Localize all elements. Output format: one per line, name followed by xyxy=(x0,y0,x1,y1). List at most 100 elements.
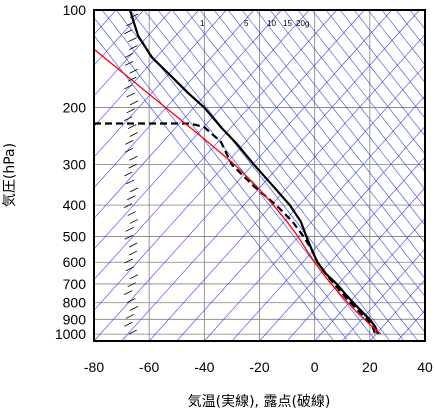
wind-barb xyxy=(124,116,133,122)
mixing-ratio-label: 20g xyxy=(296,19,309,28)
isotherm-line xyxy=(94,10,310,250)
isotherm-line xyxy=(94,10,200,127)
adiabat-line xyxy=(171,10,425,333)
wind-barb xyxy=(126,21,135,27)
wind-barb xyxy=(128,76,137,82)
wind-barb xyxy=(129,132,138,137)
adiabat-line xyxy=(185,10,425,315)
adiabat-line xyxy=(94,17,349,341)
wind-barb xyxy=(127,195,136,201)
wind-barb xyxy=(124,258,133,264)
adiabat-line xyxy=(213,10,425,280)
wind-barb xyxy=(125,266,134,272)
y-tick-label: 700 xyxy=(63,276,87,292)
wind-barb xyxy=(129,274,139,280)
adiabat-line xyxy=(311,10,425,155)
wind-barb xyxy=(128,329,137,335)
plot-frame xyxy=(93,9,426,342)
x-tick-label: -20 xyxy=(249,359,269,375)
adiabat-line xyxy=(94,34,335,341)
wind-barb xyxy=(124,53,134,58)
x-tick-label: -60 xyxy=(139,359,159,375)
series-layer xyxy=(94,10,382,335)
wind-barb xyxy=(124,234,133,240)
adiabat-line xyxy=(255,10,425,226)
adiabat-line xyxy=(157,10,419,341)
wind-barb xyxy=(129,68,138,74)
y-tick-label: 300 xyxy=(63,157,87,173)
isotherm-line xyxy=(94,10,172,97)
isotherm-line xyxy=(204,95,425,341)
y-tick-label: 100 xyxy=(63,2,87,18)
wind-barb xyxy=(124,321,133,327)
wind-barb xyxy=(126,179,135,185)
x-tick-label: 20 xyxy=(362,359,378,375)
isotherm-line xyxy=(342,248,425,341)
wind-barb xyxy=(129,187,139,193)
wind-barb xyxy=(125,313,135,319)
adiabat-line xyxy=(143,10,405,341)
x-tick-label: -80 xyxy=(84,359,104,375)
wind-barb xyxy=(126,92,135,98)
wind-barbs xyxy=(123,10,139,335)
isotherm-line xyxy=(94,10,282,219)
y-tick-label: 500 xyxy=(63,229,87,245)
wind-barb xyxy=(128,250,138,256)
adiabat-line xyxy=(227,10,425,262)
isotherm-line xyxy=(259,156,425,341)
adiabat-line xyxy=(395,10,425,48)
x-tick-label: -40 xyxy=(194,359,214,375)
isotherm-line xyxy=(397,309,425,341)
isotherm-line xyxy=(94,10,227,158)
adiabat-line xyxy=(269,10,425,208)
parcel-line xyxy=(94,48,382,335)
adiabat-line xyxy=(297,10,425,173)
wind-barb xyxy=(127,211,136,216)
wind-barb xyxy=(128,37,137,42)
isotherm-line xyxy=(369,279,425,341)
wind-barb xyxy=(123,203,133,208)
y-axis-label: 気圧(hPa) xyxy=(2,143,18,207)
y-tick-label: 200 xyxy=(63,100,87,116)
mixing-ratio-labels: 1 5 10 15 20g xyxy=(200,19,309,28)
isotherm-line xyxy=(94,10,365,311)
x-axis-label: 気温(実線), 露点(破線) xyxy=(188,394,331,410)
wind-barb xyxy=(127,124,137,129)
wind-barb xyxy=(129,155,138,161)
wind-barb xyxy=(127,298,136,303)
wind-barb xyxy=(129,45,138,50)
x-tick-label: 40 xyxy=(417,359,433,375)
isotherm-line xyxy=(314,217,425,341)
wind-barb xyxy=(124,29,133,35)
adiabat-line xyxy=(199,10,425,297)
wind-barb xyxy=(125,227,134,232)
wind-barb xyxy=(129,100,139,106)
wind-barb xyxy=(127,282,136,288)
adiabat-line xyxy=(241,10,425,244)
adiabat-line xyxy=(129,10,391,341)
isotherm-line xyxy=(94,10,337,281)
wind-barb xyxy=(124,147,134,153)
x-tick-label: 0 xyxy=(311,359,319,375)
wind-barb xyxy=(125,60,134,66)
adiabat-line xyxy=(367,10,425,84)
wind-barb xyxy=(128,242,138,248)
x-axis-ticks: -80 -60 -40 -20 0 20 40 xyxy=(84,359,433,375)
wind-barb xyxy=(124,84,133,90)
wind-barb xyxy=(123,290,133,295)
dewpoint-line xyxy=(94,122,377,335)
y-tick-label: 400 xyxy=(63,197,87,213)
adiabat-line xyxy=(325,10,425,137)
adiabat-line xyxy=(339,10,425,119)
y-tick-label: 800 xyxy=(63,295,87,311)
y-tick-label: 900 xyxy=(63,311,87,327)
wind-barb xyxy=(124,171,133,177)
adiabat-line xyxy=(353,10,425,101)
wind-barb xyxy=(125,140,134,145)
grid-lines xyxy=(93,9,426,341)
temperature-line xyxy=(128,10,380,335)
mixing-ratio-label: 5 xyxy=(244,19,249,28)
y-tick-label: 1000 xyxy=(55,326,86,342)
